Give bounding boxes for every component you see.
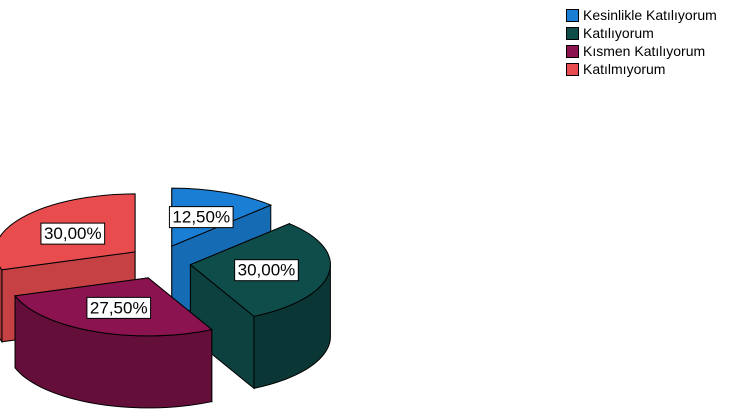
legend-swatch bbox=[566, 8, 579, 22]
legend-swatch bbox=[566, 26, 579, 40]
legend-swatch bbox=[566, 44, 579, 58]
legend-item: Katılıyorum bbox=[566, 24, 717, 42]
legend-item: Kesinlikle Katılıyorum bbox=[566, 6, 717, 24]
data-label: 27,50% bbox=[86, 296, 152, 319]
data-label: 30,00% bbox=[234, 259, 299, 282]
data-label-box bbox=[40, 222, 106, 245]
legend-label: Kısmen Katılıyorum bbox=[583, 43, 706, 59]
data-label: 30,00% bbox=[40, 222, 106, 245]
legend-item: Kısmen Katılıyorum bbox=[566, 42, 717, 60]
legend-item: Katılmıyorum bbox=[566, 60, 717, 78]
data-label-text: 30,00% bbox=[44, 224, 102, 243]
legend-label: Katılıyorum bbox=[583, 25, 654, 41]
data-label-box bbox=[168, 206, 234, 229]
data-label-text: 12,50% bbox=[172, 208, 230, 227]
data-label: 12,50% bbox=[168, 206, 234, 229]
data-labels: 12,50% 30,00% 27,50% 30,00% bbox=[40, 206, 299, 319]
pie-slices bbox=[0, 187, 331, 409]
data-label-text: 30,00% bbox=[238, 261, 296, 280]
data-label-text: 27,50% bbox=[90, 298, 148, 317]
legend-swatch bbox=[566, 62, 579, 76]
data-label-box bbox=[234, 259, 299, 282]
pie-slice bbox=[14, 276, 213, 409]
data-label-box bbox=[86, 296, 152, 319]
legend-label: Katılmıyorum bbox=[583, 61, 666, 77]
legend-label: Kesinlikle Katılıyorum bbox=[583, 7, 717, 23]
legend: Kesinlikle Katılıyorum Katılıyorum Kısme… bbox=[566, 6, 717, 78]
pie-slice-wall bbox=[0, 266, 3, 344]
